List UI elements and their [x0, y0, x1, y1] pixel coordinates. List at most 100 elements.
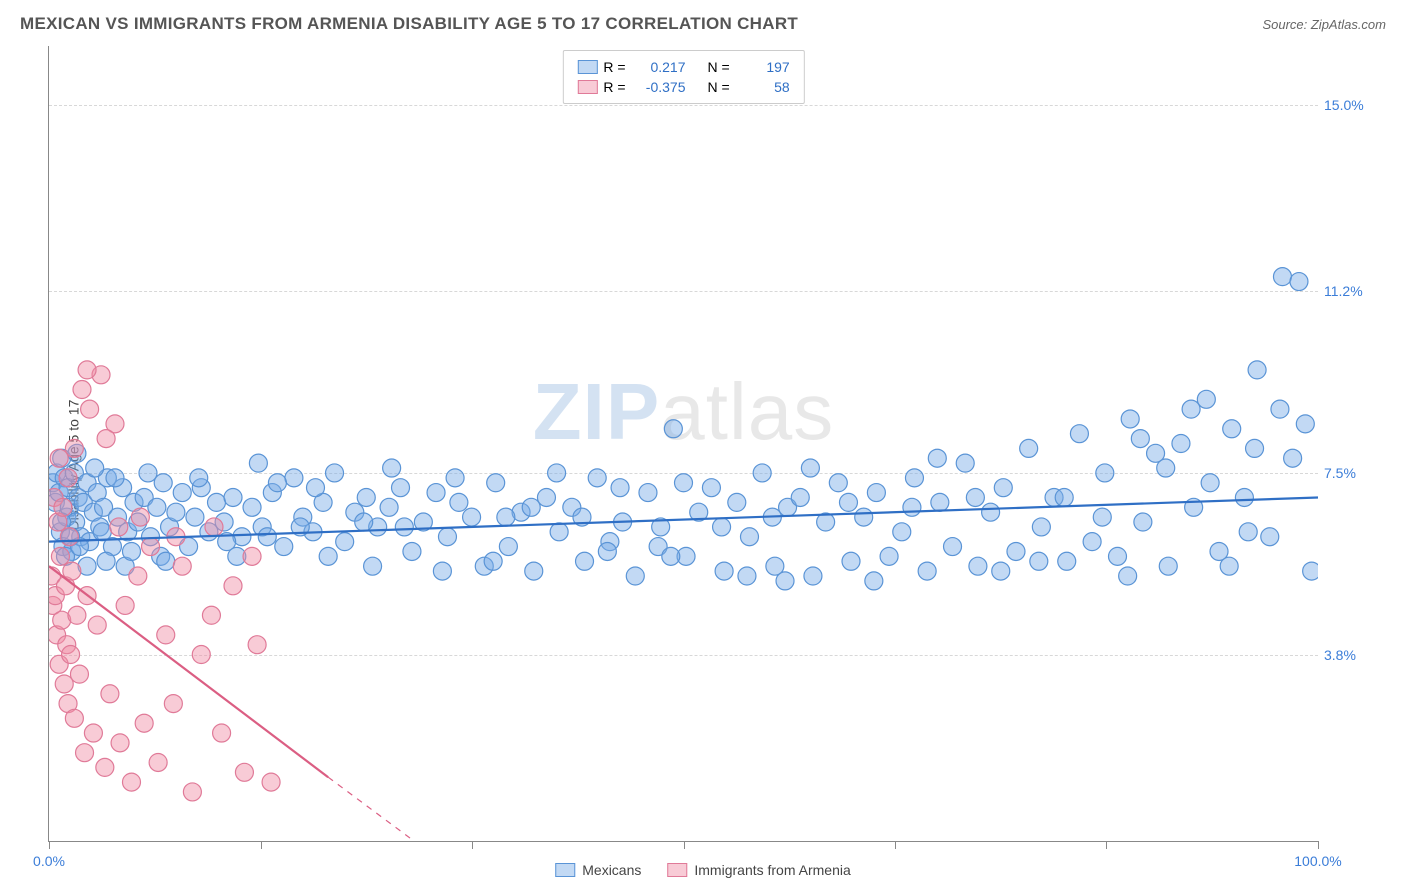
- scatter-point-armenia: [96, 758, 114, 776]
- scatter-point-armenia: [62, 646, 80, 664]
- scatter-point-mexicans: [1157, 459, 1175, 477]
- scatter-point-mexicans: [791, 488, 809, 506]
- n-value-armenia: 58: [736, 79, 790, 95]
- scatter-point-mexicans: [1134, 513, 1152, 531]
- scatter-point-armenia: [81, 400, 99, 418]
- scatter-point-mexicans: [403, 542, 421, 560]
- scatter-point-mexicans: [903, 498, 921, 516]
- scatter-point-mexicans: [1096, 464, 1114, 482]
- plot-wrap: Disability Age 5 to 17 ZIPatlas R = 0.21…: [0, 40, 1406, 890]
- scatter-point-armenia: [88, 616, 106, 634]
- n-value-mexicans: 197: [736, 59, 790, 75]
- scatter-point-mexicans: [1201, 474, 1219, 492]
- scatter-point-armenia: [164, 695, 182, 713]
- xtick: [684, 841, 685, 849]
- source-name: ZipAtlas.com: [1311, 17, 1386, 32]
- scatter-point-mexicans: [753, 464, 771, 482]
- stats-row-armenia: R = -0.375 N = 58: [577, 77, 789, 97]
- scatter-point-mexicans: [928, 449, 946, 467]
- legend-label-armenia: Immigrants from Armenia: [694, 862, 850, 878]
- scatter-point-mexicans: [487, 474, 505, 492]
- scatter-point-mexicans: [326, 464, 344, 482]
- scatter-point-mexicans: [1296, 415, 1314, 433]
- scatter-point-mexicans: [106, 469, 124, 487]
- scatter-point-mexicans: [1182, 400, 1200, 418]
- swatch-armenia: [577, 80, 597, 94]
- scatter-point-armenia: [173, 557, 191, 575]
- scatter-point-mexicans: [1070, 425, 1088, 443]
- scatter-point-mexicans: [1108, 547, 1126, 565]
- scatter-point-mexicans: [186, 508, 204, 526]
- stats-legend: R = 0.217 N = 197 R = -0.375 N = 58: [562, 50, 804, 104]
- scatter-point-armenia: [54, 498, 72, 516]
- scatter-point-mexicans: [639, 484, 657, 502]
- scatter-point-armenia: [78, 361, 96, 379]
- scatter-point-armenia: [84, 724, 102, 742]
- scatter-point-mexicans: [268, 474, 286, 492]
- scatter-point-mexicans: [497, 508, 515, 526]
- scatter-point-mexicans: [122, 542, 140, 560]
- n-label: N =: [708, 79, 730, 95]
- ytick-label: 11.2%: [1324, 283, 1394, 299]
- ytick-label: 3.8%: [1324, 647, 1394, 663]
- scatter-point-armenia: [122, 773, 140, 791]
- stats-row-mexicans: R = 0.217 N = 197: [577, 57, 789, 77]
- scatter-point-mexicans: [522, 498, 540, 516]
- scatter-point-mexicans: [355, 513, 373, 531]
- n-label: N =: [708, 59, 730, 75]
- scatter-point-mexicans: [982, 503, 1000, 521]
- scatter-point-mexicans: [139, 464, 157, 482]
- r-label: R =: [603, 79, 625, 95]
- scatter-point-mexicans: [484, 552, 502, 570]
- scatter-point-mexicans: [1172, 435, 1190, 453]
- scatter-point-mexicans: [319, 547, 337, 565]
- plot-area: ZIPatlas R = 0.217 N = 197 R = -0.375 N …: [48, 46, 1318, 842]
- scatter-point-mexicans: [258, 528, 276, 546]
- scatter-point-mexicans: [1220, 557, 1238, 575]
- scatter-point-mexicans: [956, 454, 974, 472]
- scatter-point-mexicans: [1303, 562, 1318, 580]
- scatter-point-mexicans: [306, 479, 324, 497]
- scatter-point-mexicans: [1121, 410, 1139, 428]
- scatter-point-mexicans: [776, 572, 794, 590]
- scatter-point-mexicans: [525, 562, 543, 580]
- scatter-point-armenia: [68, 606, 86, 624]
- scatter-point-mexicans: [1248, 361, 1266, 379]
- scatter-point-mexicans: [1284, 449, 1302, 467]
- scatter-point-mexicans: [588, 469, 606, 487]
- scatter-point-mexicans: [804, 567, 822, 585]
- scatter-point-mexicans: [548, 464, 566, 482]
- scatter-point-armenia: [224, 577, 242, 595]
- source-prefix: Source:: [1262, 17, 1310, 32]
- scatter-point-armenia: [76, 744, 94, 762]
- scatter-point-mexicans: [969, 557, 987, 575]
- scatter-point-mexicans: [1119, 567, 1137, 585]
- ytick-label: 15.0%: [1324, 97, 1394, 113]
- scatter-point-armenia: [51, 547, 69, 565]
- scatter-point-mexicans: [740, 528, 758, 546]
- scatter-point-mexicans: [865, 572, 883, 590]
- scatter-point-mexicans: [713, 518, 731, 536]
- scatter-point-armenia: [157, 626, 175, 644]
- scatter-point-mexicans: [801, 459, 819, 477]
- legend-item-mexicans: Mexicans: [555, 862, 641, 878]
- scatter-point-mexicans: [728, 493, 746, 511]
- scatter-point-armenia: [60, 528, 78, 546]
- scatter-point-mexicans: [867, 484, 885, 502]
- chart-svg: [49, 46, 1318, 841]
- xtick: [472, 841, 473, 849]
- scatter-point-mexicans: [1235, 488, 1253, 506]
- scatter-point-mexicans: [173, 484, 191, 502]
- scatter-point-mexicans: [190, 469, 208, 487]
- scatter-point-mexicans: [1239, 523, 1257, 541]
- legend-item-armenia: Immigrants from Armenia: [667, 862, 850, 878]
- scatter-point-mexicans: [855, 508, 873, 526]
- scatter-point-mexicans: [208, 493, 226, 511]
- scatter-point-mexicans: [86, 459, 104, 477]
- scatter-point-mexicans: [576, 552, 594, 570]
- scatter-point-armenia: [65, 709, 83, 727]
- scatter-point-armenia: [183, 783, 201, 801]
- scatter-point-mexicans: [1058, 552, 1076, 570]
- xtick: [261, 841, 262, 849]
- scatter-point-armenia: [248, 636, 266, 654]
